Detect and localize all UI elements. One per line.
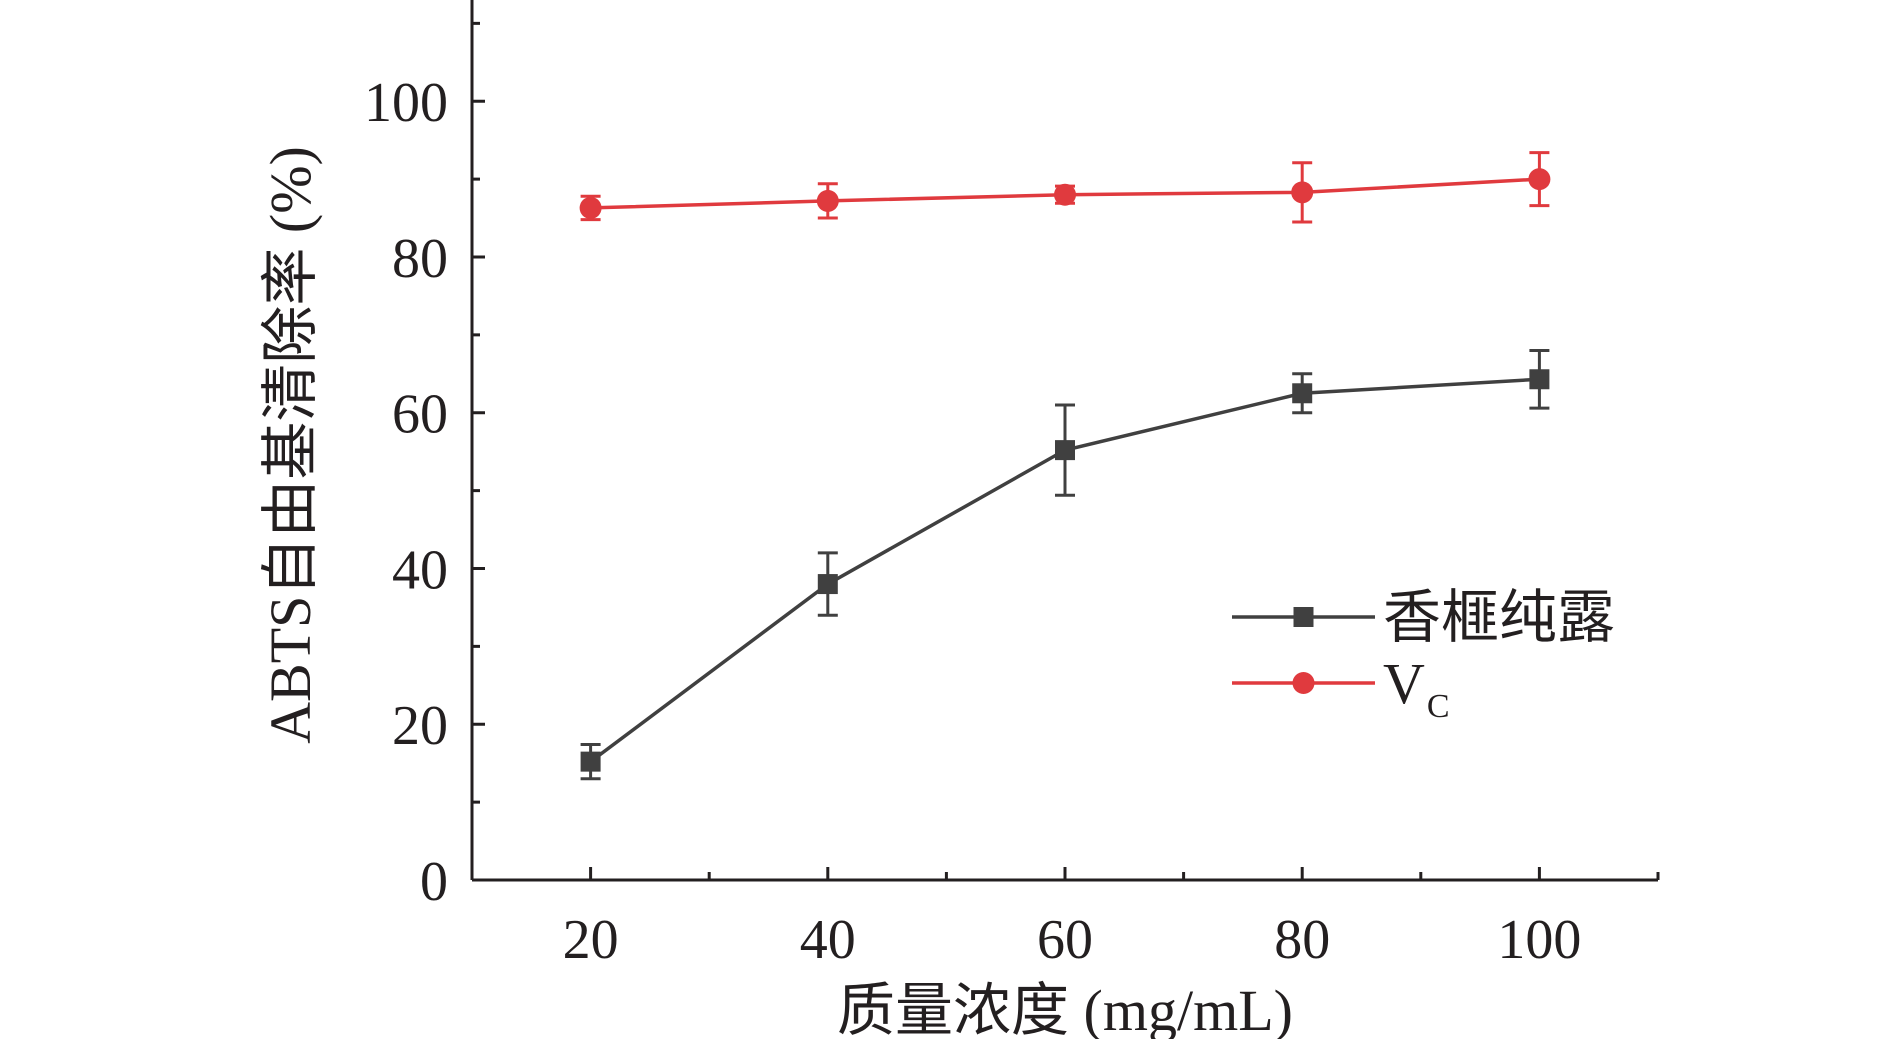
- x-tick-label: 80: [1274, 909, 1330, 971]
- x-tick-label: 60: [1037, 909, 1093, 971]
- y-tick-label: 20: [392, 695, 448, 757]
- data-point: [817, 574, 838, 595]
- y-tick-label: 80: [392, 228, 448, 290]
- y-tick-label: 100: [364, 72, 448, 134]
- ticks: 0 20 40 60 80 100 20 40 60 80 100: [364, 21, 1660, 971]
- x-tick-label: 40: [800, 909, 856, 971]
- legend-label-vc: VC: [1383, 651, 1450, 725]
- legend-label-main: V: [1383, 651, 1425, 716]
- y-tick-label: 40: [392, 539, 448, 601]
- legend-marker-torreya-hydrosol: [1293, 607, 1314, 627]
- y-tick-label: 0: [420, 851, 448, 913]
- data-point: [816, 189, 839, 212]
- data-point: [1529, 369, 1550, 390]
- data-point: [579, 196, 602, 219]
- data-point: [1291, 181, 1314, 204]
- legend-label-torreya-hydrosol: 香榧纯露: [1383, 585, 1615, 650]
- data-point: [1055, 440, 1075, 461]
- data-point: [1528, 168, 1551, 191]
- data-point: [1292, 383, 1313, 404]
- x-tick-label: 20: [563, 909, 619, 971]
- series-torreya-hydrosol: [580, 348, 1550, 781]
- x-axis-title: 质量浓度 (mg/mL): [837, 978, 1293, 1039]
- data-point: [1054, 183, 1076, 206]
- y-axis-title: ABTS自由基清除率 (%): [258, 146, 323, 744]
- series-vc: [579, 151, 1551, 224]
- legend-label-subscript: C: [1427, 688, 1450, 725]
- y-tick-label: 60: [392, 384, 448, 446]
- series-group: [579, 151, 1551, 781]
- data-point: [580, 751, 601, 772]
- x-tick-label: 100: [1497, 909, 1581, 971]
- legend-marker-vc: [1292, 672, 1315, 694]
